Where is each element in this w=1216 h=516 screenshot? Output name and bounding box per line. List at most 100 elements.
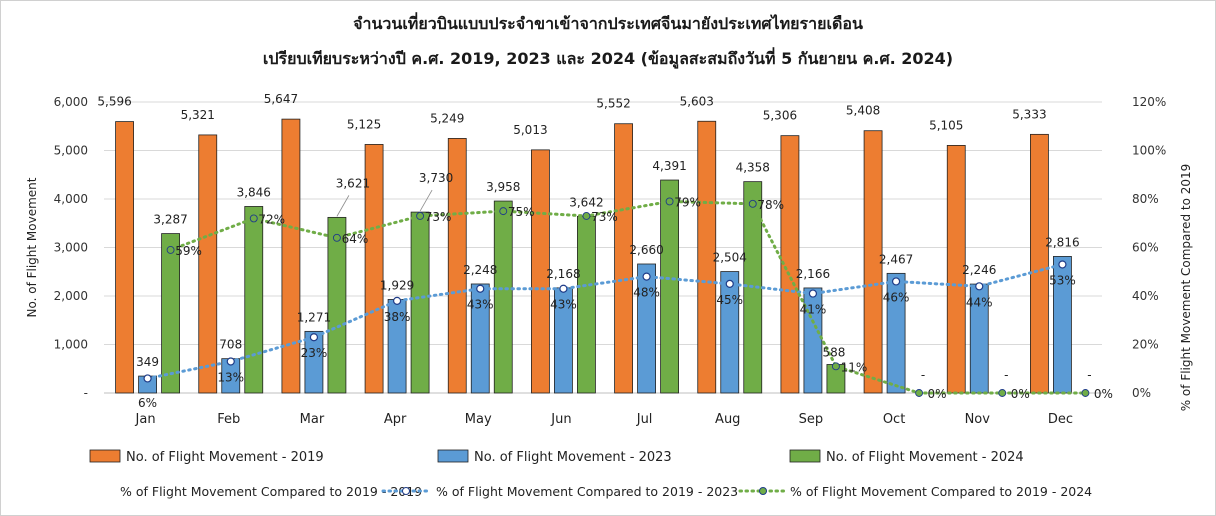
pct-value-label: 78% — [757, 198, 784, 212]
x-tick-label: May — [465, 412, 492, 427]
bar-2023 — [803, 287, 823, 394]
pct-value-label: 0% — [1011, 387, 1030, 401]
bar-value-label: 3,730 — [419, 171, 453, 185]
y-tick-label: 3,000 — [54, 241, 88, 255]
bar-value-label: 5,249 — [430, 111, 464, 125]
pct-value-label: 73% — [591, 210, 618, 224]
bar-2023 — [720, 271, 740, 394]
pct-value-label: 43% — [467, 298, 494, 312]
pct-value-label: 0% — [1094, 387, 1113, 401]
x-tick-label: Feb — [217, 412, 240, 427]
pct-value-label: 45% — [716, 293, 743, 307]
bar-value-label: 5,306 — [763, 109, 797, 123]
bar-value-label: 5,596 — [97, 95, 131, 109]
bar-value-label: 1,929 — [380, 278, 414, 292]
x-tick-label: Mar — [300, 412, 325, 427]
pct-marker-2023 — [559, 284, 568, 293]
pct-marker-2024 — [249, 214, 258, 223]
legend-label: % of Flight Movement Compared to 2019 - … — [120, 484, 422, 499]
bar-value-label: 3,621 — [336, 176, 370, 190]
legend-label: No. of Flight Movement - 2024 — [826, 450, 1024, 465]
bar-value-label: 5,603 — [680, 94, 714, 108]
bar-2019 — [115, 121, 134, 394]
bar-2019 — [1030, 133, 1049, 394]
pct-marker-2024 — [998, 389, 1007, 397]
bar-2024 — [327, 216, 347, 394]
pct-marker-2023 — [1058, 260, 1067, 269]
bar-value-label: 2,168 — [546, 267, 580, 281]
pct-marker-2024 — [665, 197, 674, 206]
pct-value-label: 73% — [425, 210, 452, 224]
y2-tick-label: 20% — [1132, 338, 1159, 352]
bar-value-label: 5,013 — [513, 123, 547, 137]
y2-tick-label: 120% — [1132, 95, 1166, 109]
y-tick-label: - — [84, 386, 88, 400]
y2-tick-label: 80% — [1132, 192, 1159, 206]
pct-marker-2024 — [1081, 389, 1090, 397]
legend-swatch — [437, 449, 469, 463]
y-tick-label: 1,000 — [54, 338, 88, 352]
y-tick-label: 5,000 — [54, 144, 88, 158]
bar-value-label: 5,333 — [1012, 107, 1046, 121]
x-tick-label: Nov — [965, 412, 991, 427]
bar-value-label: 5,105 — [929, 118, 963, 132]
y-tick-label: 4,000 — [54, 192, 88, 206]
bar-2023 — [886, 272, 906, 394]
bar-2019 — [614, 123, 633, 394]
legend-marker — [759, 487, 767, 495]
bar-value-label: - — [1087, 368, 1091, 382]
bar-value-label: 5,321 — [181, 108, 215, 122]
y2-tick-label: 40% — [1132, 289, 1159, 303]
y2-tick-label: 60% — [1132, 241, 1159, 255]
bar-2019 — [697, 120, 717, 394]
bar-2024 — [493, 200, 513, 394]
pct-marker-2023 — [975, 282, 984, 291]
pct-value-label: 64% — [342, 232, 369, 246]
pct-marker-2024 — [499, 207, 508, 216]
bar-value-label: 5,552 — [596, 97, 630, 111]
bar-2024 — [410, 211, 430, 394]
pct-marker-2024 — [915, 389, 924, 397]
pct-value-label: 0% — [928, 387, 947, 401]
pct-marker-2023 — [642, 272, 651, 281]
leader-line — [336, 195, 350, 217]
x-tick-label: Jan — [135, 412, 156, 427]
legend-swatch — [789, 449, 821, 463]
pct-marker-2023 — [808, 289, 818, 298]
pct-marker-2023 — [725, 279, 734, 288]
legend-label: % of Flight Movement Compared to 2019 - … — [790, 484, 1092, 499]
pct-value-label: 59% — [175, 244, 202, 258]
chart-subtitle: เปรียบเทียบระหว่างปี ค.ศ. 2019, 2023 และ… — [262, 49, 954, 68]
pct-marker-2024 — [332, 233, 341, 242]
x-tick-label: Sep — [799, 412, 824, 427]
pct-value-label: 44% — [966, 295, 993, 309]
y2-tick-label: 100% — [1132, 144, 1166, 158]
bar-2019 — [198, 134, 218, 394]
pct-value-label: 48% — [633, 286, 660, 300]
chart-title: จำนวนเที่ยวบินแบบประจำขาเข้าจากประเทศจีน… — [353, 14, 863, 33]
bar-value-label: 2,467 — [879, 252, 913, 266]
bar-value-label: 2,246 — [962, 263, 996, 277]
pct-value-label: 75% — [508, 205, 535, 219]
bar-2019 — [364, 144, 384, 394]
bar-2019 — [531, 149, 550, 394]
pct-value-label: 72% — [258, 212, 285, 226]
y-axis-title: No. of Flight Movement — [25, 177, 39, 317]
bar-value-label: 2,166 — [796, 267, 830, 281]
pct-marker-2024 — [748, 199, 757, 208]
y2-axis-title: % of Flight Movement Compared to 2019 — [1179, 164, 1193, 412]
x-tick-label: Jul — [636, 412, 653, 427]
pct-line-2023 — [146, 262, 1064, 380]
bar-value-label: 2,816 — [1045, 235, 1079, 249]
pct-marker-2023 — [143, 374, 152, 383]
pct-value-label: 38% — [384, 310, 411, 324]
bar-2019 — [447, 138, 467, 394]
pct-marker-2024 — [831, 362, 840, 371]
bar-value-label: 3,958 — [486, 180, 520, 194]
pct-marker-2023 — [891, 277, 901, 286]
bar-2023 — [637, 263, 656, 394]
bar-2023 — [304, 330, 324, 394]
x-tick-label: Oct — [883, 412, 905, 427]
pct-marker-2024 — [582, 212, 591, 220]
